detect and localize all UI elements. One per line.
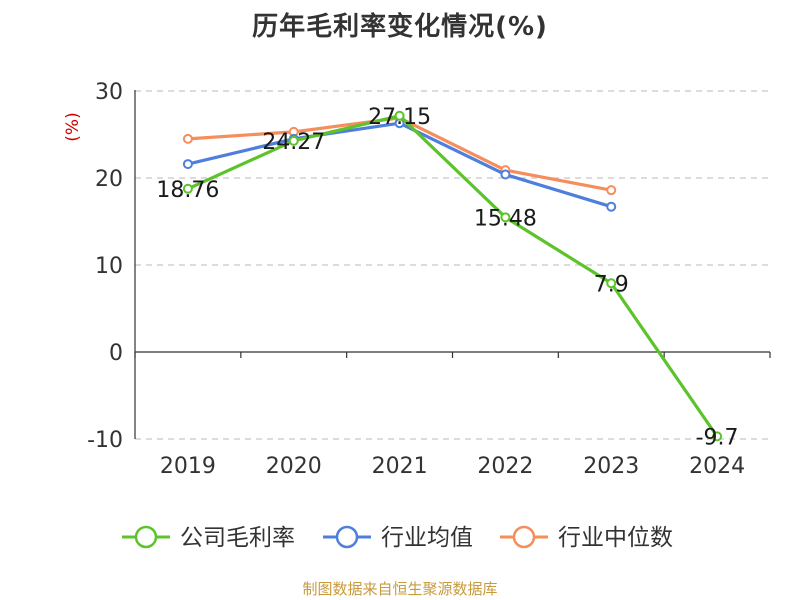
data-label: 15.48 (474, 206, 537, 231)
legend-item: 行业中位数 (500, 525, 673, 551)
y-tick-label: 10 (95, 254, 123, 279)
data-label: 7.9 (594, 272, 629, 297)
data-point (606, 201, 617, 212)
data-point (394, 110, 405, 121)
series-lines (182, 110, 723, 442)
data-point (182, 159, 193, 170)
legend-label: 行业中位数 (558, 525, 673, 551)
data-point (288, 135, 299, 146)
source-note: 制图数据来自恒生聚源数据库 (302, 580, 498, 598)
data-label: 27.15 (368, 105, 431, 130)
data-point (712, 431, 723, 442)
legend: 公司毛利率 行业均值 行业中位数 (122, 525, 673, 551)
series-line-公司毛利率 (187, 114, 719, 438)
data-labels: 18.76 24.27 27.15 15.48 7.9 -9.7 (156, 105, 738, 451)
legend-item: 行业均值 (323, 525, 473, 551)
chart-title: 历年毛利率变化情况(%) (252, 12, 548, 42)
y-tick-label: 30 (95, 80, 123, 105)
x-tick-label: 2024 (689, 454, 745, 479)
legend-swatch-marker (335, 525, 359, 549)
data-label: 24.27 (262, 130, 325, 155)
data-point (500, 212, 511, 223)
data-label: -9.7 (696, 425, 739, 450)
data-point (182, 183, 193, 194)
legend-label: 行业均值 (381, 525, 473, 551)
data-point (182, 133, 193, 144)
x-tick-label: 2022 (477, 454, 533, 479)
x-tick-label: 2020 (266, 454, 322, 479)
x-tick-label: 2021 (372, 454, 428, 479)
x-tick-label: 2023 (583, 454, 639, 479)
x-tick-label: 2019 (160, 454, 216, 479)
y-tick-label: 0 (109, 341, 123, 366)
legend-swatch-marker (134, 525, 158, 549)
data-point (606, 278, 617, 289)
data-point (606, 185, 617, 196)
axes: -10 0 10 20 30 2019 2020 2021 2022 2023 2024 (%) (63, 80, 771, 479)
grid-lines (135, 90, 770, 440)
legend-label: 公司毛利率 (180, 525, 295, 551)
legend-item: 公司毛利率 (122, 525, 295, 551)
legend-swatch-marker (512, 525, 536, 549)
data-label: 18.76 (156, 178, 219, 203)
data-point (500, 169, 511, 180)
y-tick-label: -10 (87, 428, 123, 453)
y-axis-label: (%) (63, 112, 83, 141)
y-tick-label: 20 (95, 167, 123, 192)
